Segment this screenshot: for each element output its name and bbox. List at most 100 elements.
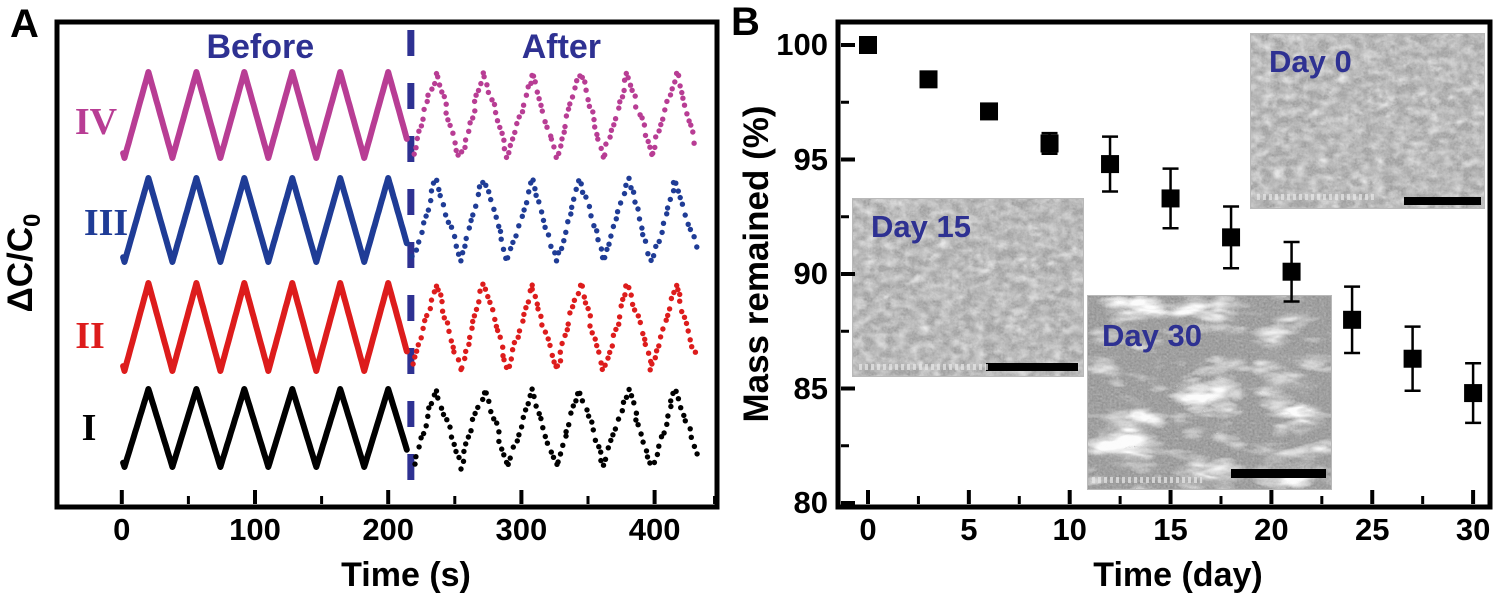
trace-dot — [679, 308, 685, 315]
trace-dot — [637, 319, 643, 326]
trace-dot — [668, 295, 675, 302]
trace-dot — [470, 115, 476, 121]
trace-dot — [496, 223, 502, 229]
inset-label-day0: Day 0 — [1269, 44, 1352, 79]
x-tick-label: 15 — [1153, 512, 1188, 547]
trace-dot — [621, 77, 628, 83]
data-point-square — [1161, 189, 1180, 208]
trace-dot — [555, 459, 561, 465]
trace-dot — [594, 342, 600, 349]
trace-dot — [430, 180, 437, 186]
trace-dot — [440, 411, 447, 418]
trace-dot — [565, 321, 571, 327]
trace-dot — [499, 130, 505, 136]
trace-dot — [668, 403, 674, 410]
trace-dot — [482, 286, 489, 292]
trace-dot — [434, 177, 440, 183]
trace-dot — [505, 461, 511, 467]
data-point-square — [1282, 262, 1301, 281]
data-point-square — [1403, 349, 1422, 368]
trace-dot — [530, 177, 536, 183]
trace-dot — [628, 185, 634, 191]
trace-dot — [425, 92, 431, 98]
trace-dot — [547, 342, 553, 349]
trace-dot — [554, 461, 560, 467]
trace-dot — [473, 306, 480, 313]
trace-dot — [691, 443, 698, 450]
trace-dot — [625, 75, 631, 81]
trace-dot — [550, 454, 557, 460]
trace-dot — [623, 283, 629, 289]
trace-dot — [509, 136, 516, 142]
trace-dot — [569, 94, 576, 100]
trace-dot — [677, 298, 683, 304]
panel-a-x-axis-label: Time (s) — [341, 556, 471, 594]
trace-dot — [557, 358, 564, 364]
trace-dot — [413, 145, 419, 151]
trace-dot — [581, 294, 587, 300]
trace-dot — [685, 328, 691, 334]
trace-dot — [507, 142, 513, 149]
trace-dot — [595, 136, 601, 142]
scale-bar-day15 — [986, 363, 1078, 371]
trace-dot — [519, 109, 526, 115]
trace-dot — [529, 386, 535, 392]
trace-dot — [444, 417, 450, 423]
trace-dot — [491, 101, 498, 108]
trace-dot — [571, 297, 578, 303]
trace-dot — [431, 392, 438, 398]
trace-dot — [576, 178, 582, 184]
trace-dot — [510, 239, 516, 246]
trace-dot — [503, 364, 510, 371]
trace-dot — [687, 226, 694, 233]
trace-dot — [515, 334, 521, 340]
trace-dot — [451, 441, 457, 448]
trace-dot — [688, 434, 694, 440]
trace-dot — [421, 106, 427, 113]
trace-dot — [650, 253, 657, 259]
x-tick-label: 0 — [859, 512, 877, 547]
trace-dot — [416, 128, 422, 134]
trace-dot — [628, 393, 635, 399]
trace-dot — [511, 339, 518, 346]
trace-dot — [642, 341, 648, 348]
trace-dot — [533, 403, 539, 409]
trace-dot — [647, 460, 653, 466]
x-tick-label: 5 — [960, 512, 978, 547]
trace-dot — [469, 416, 476, 423]
trace-dot — [428, 400, 435, 407]
x-tick-label: 30 — [1455, 512, 1491, 547]
trace-dot — [493, 214, 499, 220]
trace-dot — [640, 231, 646, 238]
trace-dot — [499, 446, 505, 452]
trace-dot — [664, 205, 671, 211]
trace-dot — [681, 314, 688, 320]
panel-a-y-axis-label: ΔC/C0 — [1, 213, 46, 313]
trace-dot — [412, 354, 418, 360]
inset-label-day30: Day 30 — [1102, 318, 1202, 353]
trace-dot — [661, 430, 667, 436]
trace-dot — [679, 89, 685, 96]
trace-dot — [536, 411, 542, 417]
trace-dot — [420, 325, 426, 332]
trace-dot — [462, 137, 469, 143]
trace-dot — [473, 203, 479, 209]
trace-dot — [569, 304, 576, 310]
trace-dot — [533, 192, 539, 198]
trace-dot — [528, 180, 534, 186]
trace-dot — [460, 458, 467, 464]
trace-dot — [463, 235, 469, 242]
trace-dot — [602, 152, 608, 158]
trace-dot — [466, 341, 472, 347]
trace-dot — [538, 415, 544, 422]
trace-dot — [657, 334, 664, 340]
trace-dot — [678, 405, 684, 411]
trace-dot — [542, 224, 548, 230]
trace-dot — [450, 344, 456, 350]
trace-dot — [642, 336, 648, 342]
trace-dot — [668, 398, 674, 404]
sem-watermark-day15 — [859, 364, 989, 370]
trace-II-after-dotted — [410, 281, 699, 373]
trace-dot — [448, 434, 455, 440]
trace-dot — [647, 367, 653, 373]
